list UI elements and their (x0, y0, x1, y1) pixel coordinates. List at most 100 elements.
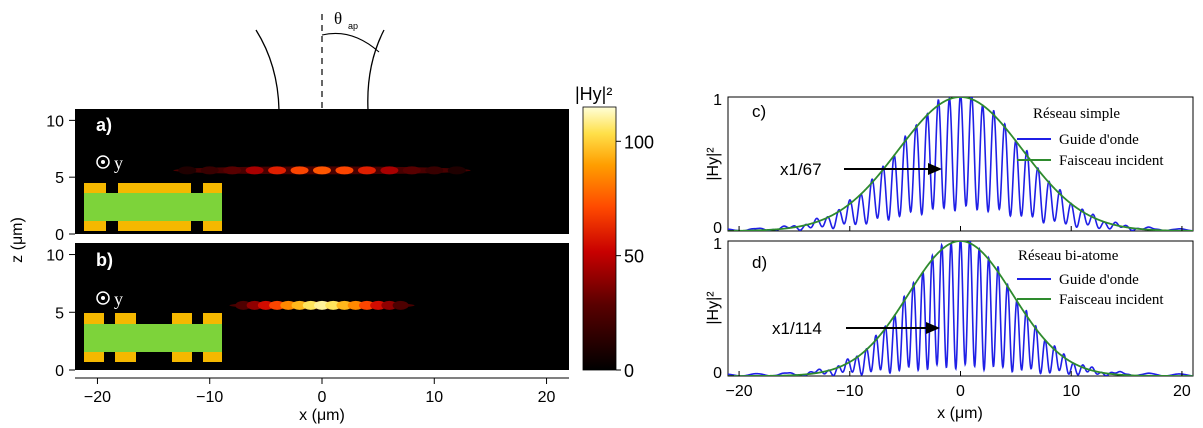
beam-spot (392, 300, 409, 310)
beam-spot (325, 300, 342, 310)
y-axis-out-of-plane-icon (96, 155, 110, 169)
legend-label-guide-d: Guide d'onde (1059, 272, 1139, 288)
z-tick-label: 0 (55, 363, 64, 380)
beam-spot (381, 300, 398, 310)
legend-label-guide-c: Guide d'onde (1059, 132, 1139, 148)
series-faisceau-incident (728, 97, 1193, 231)
x-tick-label-right: 20 (1173, 383, 1191, 400)
legend-label-faisceau-c: Faisceau incident (1059, 153, 1164, 169)
y-tick-label-right: 1 (713, 236, 722, 253)
aperture-left-curve (255, 29, 280, 111)
annotation-arrowhead-d (926, 322, 940, 334)
beam-spot (302, 300, 319, 310)
beam-spot (178, 166, 197, 175)
y-marker-a: y (114, 153, 123, 173)
structure-a-gap-4 (191, 221, 203, 231)
x-tick-label-left: −10 (196, 389, 223, 406)
beam-spot (370, 300, 387, 310)
legend-label-faisceau-d: Faisceau incident (1059, 292, 1164, 308)
x-axis-label-right: x (μm) (937, 405, 983, 422)
panel-label-d: d) (752, 253, 767, 272)
structure-b-gap-3 (192, 313, 203, 324)
legend-title-c: Réseau simple (1033, 106, 1120, 122)
aperture-angle-arc (321, 32, 380, 53)
annotation-c: x1/67 (780, 160, 822, 179)
beam-spot (235, 300, 252, 310)
beam-spot (257, 300, 274, 310)
beam-spot (280, 300, 297, 310)
beam-spot (425, 166, 444, 175)
structure-b-gap-6 (192, 352, 203, 362)
colorbar-tick-label: 50 (624, 247, 644, 267)
beam-spot (358, 300, 375, 310)
x-axis-label-left: x (μm) (299, 407, 345, 424)
structure-a-gold-bottom (84, 221, 222, 231)
beam-spot (314, 300, 330, 310)
lines-d (728, 241, 1193, 376)
x-tick-label-left: −20 (84, 389, 111, 406)
y-axis-out-of-plane-dot (101, 160, 105, 164)
beam-spot (447, 166, 466, 175)
line-panel-d: d) |Hy|² Réseau bi-atome Guide d'onde Fa… (705, 240, 1194, 377)
heatmap-b-beam (229, 300, 415, 310)
y-marker-b: y (114, 289, 123, 309)
theta-subscript: ap (348, 21, 358, 31)
structure-a-gap-3 (106, 221, 118, 231)
lines-c (728, 97, 1193, 231)
beam-spot (246, 300, 263, 310)
series-faisceau-incident (728, 241, 1193, 376)
x-tick-label-right: 0 (956, 383, 965, 400)
structure-b-gap-1 (104, 313, 115, 324)
z-tick-label: 10 (46, 113, 64, 130)
heatmap-panel-a: y a) (75, 109, 569, 234)
beam-spot (313, 166, 331, 175)
beam-spot (268, 166, 287, 175)
z-tick-label: 5 (55, 170, 64, 187)
y-tick-label-right: 0 (713, 365, 722, 382)
y-axis-out-of-plane-dot (101, 296, 105, 300)
x-tick-label-right: 10 (1062, 383, 1080, 400)
x-tick-label-right: −10 (836, 383, 863, 400)
x-tick-label-left: 20 (538, 389, 556, 406)
y-tick-label-right: 0 (713, 220, 722, 237)
x-tick-label-left: 0 (318, 389, 327, 406)
plot-frame-d (727, 240, 1194, 377)
legend-title-d: Réseau bi-atome (1018, 248, 1119, 264)
structure-b-gap-4 (104, 352, 115, 362)
colorbar: |Hy|² 0 50 100 (575, 84, 654, 381)
structure-a-green-core (84, 193, 222, 221)
structure-b-green-core (84, 324, 222, 352)
left-axes: x (μm) z (μm) −20 −10 0 10 20 0 5 10 0 5 10 (9, 113, 569, 424)
beam-spot (245, 166, 264, 175)
panel-label-a: a) (96, 115, 112, 135)
beam-spot (269, 300, 286, 310)
colorbar-title: |Hy|² (575, 84, 612, 104)
beam-spot (223, 166, 242, 175)
theta-label: θ (334, 9, 342, 28)
annotation-d: x1/114 (772, 319, 822, 338)
panel-label-b: b) (96, 250, 113, 270)
z-axis-label: z (μm) (9, 217, 26, 263)
heatmap-panel-b: y b) (75, 243, 569, 370)
panel-label-c: c) (752, 102, 766, 121)
z-tick-label: 0 (55, 227, 64, 244)
plot-frame-c (727, 96, 1194, 232)
beam-spot (335, 166, 354, 175)
heatmap-a-beam (173, 166, 471, 175)
aperture-sketch: θ ap (255, 9, 385, 111)
z-tick-label: 10 (46, 248, 64, 265)
colorbar-tick-label: 0 (624, 361, 634, 381)
line-panel-c: c) |Hy|² Réseau simple Guide d'onde Fais… (705, 96, 1194, 232)
annotation-arrowhead-c (928, 163, 942, 175)
beam-spot (347, 300, 364, 310)
colorbar-tick-label: 100 (624, 132, 654, 152)
device-structure-b (84, 313, 222, 362)
beam-spot (402, 166, 421, 175)
y-axis-label-c: |Hy|² (705, 147, 722, 181)
y-tick-label-right: 1 (713, 92, 722, 109)
structure-a-gap-2 (191, 183, 203, 193)
structure-a-gold-top (84, 183, 222, 193)
z-tick-label: 5 (55, 305, 64, 322)
